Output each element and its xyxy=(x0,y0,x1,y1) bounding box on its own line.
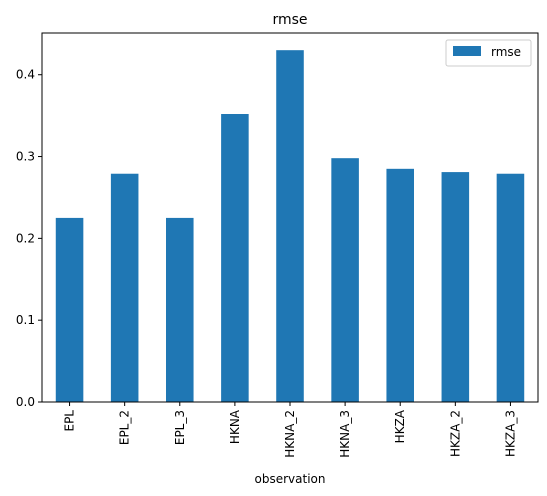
legend-swatch xyxy=(453,46,481,56)
bar-epl-2 xyxy=(110,173,139,402)
x-tick-label: HKNA_3 xyxy=(338,410,352,458)
plot-frame xyxy=(41,32,539,403)
x-tick-label: EPL_2 xyxy=(118,410,132,445)
y-tick-label: 0.1 xyxy=(16,313,35,327)
y-tick-label: 0.0 xyxy=(16,395,35,409)
bar-hkza xyxy=(386,168,414,402)
bar-hkna-3 xyxy=(331,158,359,402)
x-tick-label: EPL_3 xyxy=(173,410,187,445)
x-tick-label: HKZA_2 xyxy=(448,410,462,457)
chart-title: rmse xyxy=(272,12,307,28)
legend-label: rmse xyxy=(491,45,521,59)
x-ticks-group: EPL EPL_2 EPL_3 HKNA HKNA_2 HKNA_3 HKZA HKZA_2 H… xyxy=(63,402,517,458)
y-ticks-group: 0.0 0.1 0.2 0.3 0.4 xyxy=(16,68,42,409)
x-tick-label: HKNA xyxy=(228,409,242,444)
x-tick-label: HKZA xyxy=(393,409,407,443)
bar-epl xyxy=(55,217,84,402)
legend: rmse xyxy=(445,39,532,67)
y-tick-label: 0.3 xyxy=(16,150,35,164)
y-tick-label: 0.4 xyxy=(16,68,35,82)
bar-hkza-3 xyxy=(496,173,525,402)
x-axis-label: observation xyxy=(255,472,326,486)
bars-group xyxy=(55,50,525,402)
x-tick-label: HKZA_3 xyxy=(503,410,517,457)
y-tick-label: 0.2 xyxy=(16,231,35,245)
bar-hkna xyxy=(221,114,249,402)
x-tick-label: EPL xyxy=(63,410,77,432)
bar-epl-3 xyxy=(166,217,194,402)
bar-hkna-2 xyxy=(276,50,304,402)
bar-hkza-2 xyxy=(441,172,470,402)
x-tick-label: HKNA_2 xyxy=(283,410,297,458)
